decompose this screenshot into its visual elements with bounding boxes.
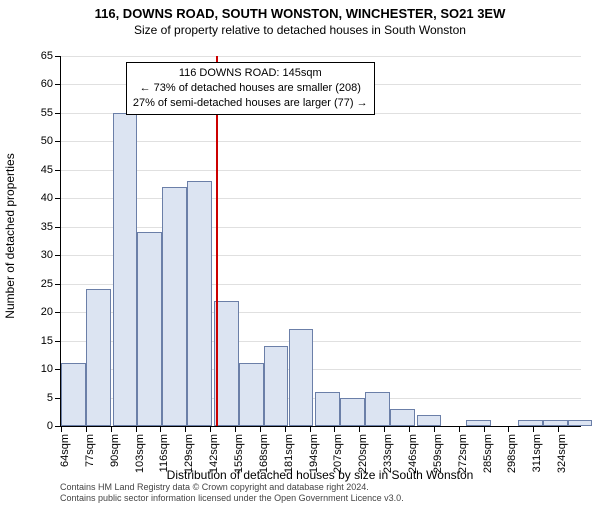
y-tick-label: 10 <box>41 363 53 375</box>
x-tick <box>136 426 137 432</box>
y-tick <box>55 113 61 114</box>
histogram-bar <box>315 392 340 426</box>
x-tick <box>533 426 534 432</box>
annotation-line-2: ← 73% of detached houses are smaller (20… <box>133 81 368 96</box>
x-tick-label: 103sqm <box>134 434 146 473</box>
x-tick <box>409 426 410 432</box>
chart-container: 116, DOWNS ROAD, SOUTH WONSTON, WINCHEST… <box>0 6 600 506</box>
x-tick <box>185 426 186 432</box>
histogram-bar <box>340 398 365 426</box>
histogram-bar <box>466 420 491 426</box>
x-tick <box>111 426 112 432</box>
x-tick-label: 298sqm <box>506 434 518 473</box>
chart-title-main: 116, DOWNS ROAD, SOUTH WONSTON, WINCHEST… <box>0 6 600 21</box>
histogram-bar <box>137 232 162 426</box>
x-tick-label: 324sqm <box>556 434 568 473</box>
histogram-bar <box>417 415 442 426</box>
y-tick-label: 60 <box>41 78 53 90</box>
y-tick-label: 50 <box>41 135 53 147</box>
y-tick <box>55 198 61 199</box>
plot-area: 0510152025303540455055606564sqm77sqm90sq… <box>60 56 581 427</box>
histogram-bar <box>543 420 568 426</box>
x-tick-label: 116sqm <box>158 434 170 472</box>
histogram-bar <box>162 187 187 426</box>
histogram-bar <box>187 181 212 426</box>
x-tick <box>86 426 87 432</box>
annotation-line-1: 116 DOWNS ROAD: 145sqm <box>133 66 368 81</box>
x-tick <box>160 426 161 432</box>
x-tick <box>558 426 559 432</box>
gridline <box>61 56 581 57</box>
x-axis-label: Distribution of detached houses by size … <box>167 468 474 482</box>
footer-line-2: Contains public sector information licen… <box>60 493 590 504</box>
y-tick-label: 45 <box>41 164 53 176</box>
y-tick-label: 40 <box>41 192 53 204</box>
histogram-bar <box>86 289 111 426</box>
y-tick <box>55 170 61 171</box>
y-tick-label: 65 <box>41 50 53 62</box>
y-tick <box>55 56 61 57</box>
x-tick <box>434 426 435 432</box>
x-tick <box>260 426 261 432</box>
x-tick <box>384 426 385 432</box>
x-tick <box>508 426 509 432</box>
y-tick-label: 25 <box>41 278 53 290</box>
histogram-bar <box>113 113 138 426</box>
histogram-bar <box>289 329 314 426</box>
x-tick <box>285 426 286 432</box>
y-tick-label: 15 <box>41 335 53 347</box>
x-tick <box>61 426 62 432</box>
y-axis-label: Number of detached properties <box>3 153 17 318</box>
y-tick <box>55 312 61 313</box>
x-tick-label: 285sqm <box>482 434 494 473</box>
annotation-box: 116 DOWNS ROAD: 145sqm ← 73% of detached… <box>126 62 375 115</box>
y-tick <box>55 341 61 342</box>
x-tick <box>459 426 460 432</box>
x-tick-label: 90sqm <box>109 434 121 467</box>
y-tick-label: 30 <box>41 249 53 261</box>
gridline <box>61 198 581 199</box>
x-tick-label: 64sqm <box>59 434 71 467</box>
chart-title-sub: Size of property relative to detached ho… <box>0 23 600 37</box>
x-tick <box>310 426 311 432</box>
y-tick <box>55 255 61 256</box>
y-tick-label: 5 <box>47 392 53 404</box>
y-tick-label: 35 <box>41 221 53 233</box>
y-tick <box>55 227 61 228</box>
histogram-bar <box>518 420 543 426</box>
annotation-line-3: 27% of semi-detached houses are larger (… <box>133 96 368 111</box>
x-tick-label: 311sqm <box>531 434 543 472</box>
y-tick-label: 55 <box>41 107 53 119</box>
histogram-bar <box>390 409 415 426</box>
y-tick <box>55 84 61 85</box>
histogram-bar <box>365 392 390 426</box>
x-tick <box>210 426 211 432</box>
x-tick <box>484 426 485 432</box>
x-tick <box>334 426 335 432</box>
gridline <box>61 227 581 228</box>
x-tick <box>359 426 360 432</box>
y-tick <box>55 284 61 285</box>
x-tick <box>235 426 236 432</box>
footer-line-1: Contains HM Land Registry data © Crown c… <box>60 482 590 493</box>
y-tick-label: 0 <box>47 420 53 432</box>
gridline <box>61 170 581 171</box>
histogram-bar <box>61 363 86 426</box>
x-tick-label: 77sqm <box>84 434 96 467</box>
histogram-bar <box>264 346 289 426</box>
gridline <box>61 141 581 142</box>
y-tick <box>55 141 61 142</box>
footer-attribution: Contains HM Land Registry data © Crown c… <box>60 482 590 504</box>
y-tick-label: 20 <box>41 306 53 318</box>
histogram-bar <box>239 363 264 426</box>
histogram-bar <box>568 420 593 426</box>
